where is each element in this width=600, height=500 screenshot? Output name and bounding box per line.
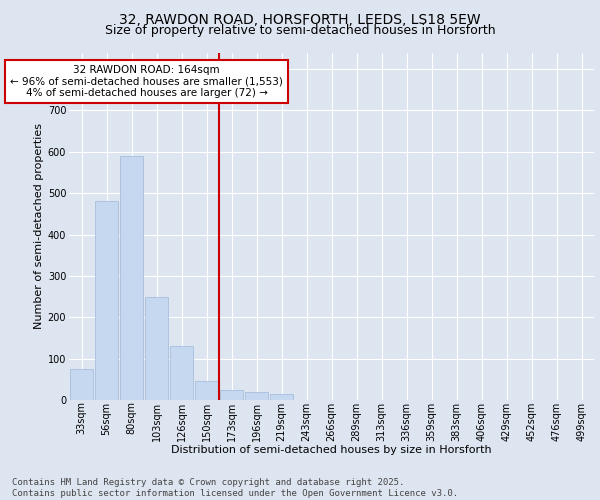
Bar xyxy=(245,392,268,400)
X-axis label: Distribution of semi-detached houses by size in Horsforth: Distribution of semi-detached houses by … xyxy=(171,445,492,455)
Bar xyxy=(170,346,193,400)
Text: 32, RAWDON ROAD, HORSFORTH, LEEDS, LS18 5EW: 32, RAWDON ROAD, HORSFORTH, LEEDS, LS18 … xyxy=(119,12,481,26)
Text: 32 RAWDON ROAD: 164sqm
← 96% of semi-detached houses are smaller (1,553)
4% of s: 32 RAWDON ROAD: 164sqm ← 96% of semi-det… xyxy=(10,65,283,98)
Text: Size of property relative to semi-detached houses in Horsforth: Size of property relative to semi-detach… xyxy=(104,24,496,37)
Bar xyxy=(269,394,293,400)
Bar xyxy=(119,156,143,400)
Bar xyxy=(95,202,118,400)
Text: Contains HM Land Registry data © Crown copyright and database right 2025.
Contai: Contains HM Land Registry data © Crown c… xyxy=(12,478,458,498)
Bar xyxy=(220,390,244,400)
Bar xyxy=(70,369,94,400)
Bar xyxy=(194,382,218,400)
Y-axis label: Number of semi-detached properties: Number of semi-detached properties xyxy=(34,123,44,329)
Bar xyxy=(145,296,169,400)
